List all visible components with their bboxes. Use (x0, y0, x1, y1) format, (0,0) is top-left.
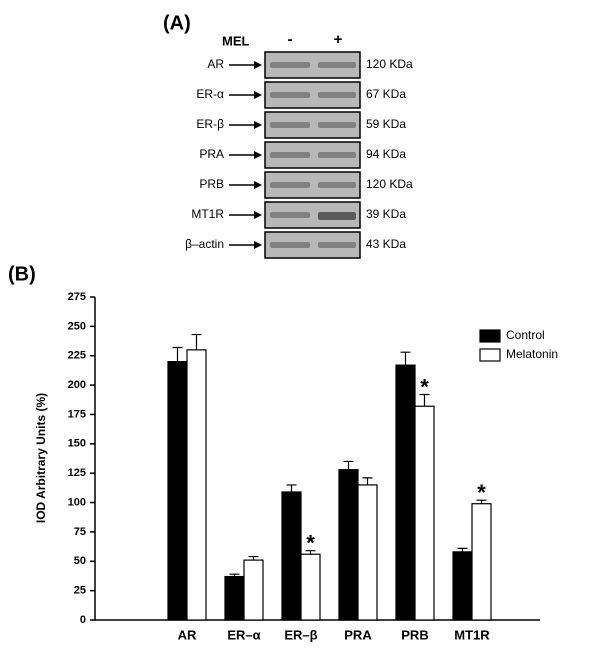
panel-label: (A) (163, 12, 191, 34)
arrow-head (254, 241, 262, 249)
legend-swatch (479, 329, 501, 343)
y-tick-label: 75 (74, 526, 86, 538)
y-axis-label: IOD Arbitrary Units (%) (34, 393, 48, 523)
treatment-label: MEL (222, 33, 250, 48)
band (270, 182, 310, 188)
protein-label: AR (207, 57, 224, 71)
bar (357, 484, 378, 621)
bar (471, 503, 492, 621)
size-label: 67 KDa (366, 87, 406, 101)
arrow-head (254, 61, 262, 69)
size-label: 94 KDa (366, 147, 406, 161)
size-label: 120 KDa (366, 57, 413, 71)
protein-label: PRB (199, 177, 224, 191)
band (318, 62, 356, 68)
x-tick-label: MT1R (454, 627, 490, 642)
protein-label: ER-β (196, 117, 224, 131)
error-bar (362, 477, 373, 485)
band (318, 92, 356, 98)
bar (395, 364, 416, 621)
size-label: 39 KDa (366, 207, 406, 221)
bar (452, 551, 473, 621)
band (270, 242, 310, 248)
bar (186, 349, 207, 621)
protein-label: PRA (199, 147, 224, 161)
size-label: 43 KDa (366, 237, 406, 251)
legend-label: Control (506, 328, 545, 342)
size-label: 59 KDa (366, 117, 406, 131)
y-tick-label: 50 (74, 555, 86, 567)
y-tick-label: 275 (68, 291, 86, 303)
y-tick-label: 125 (68, 467, 86, 479)
error-bar (191, 333, 202, 350)
x-tick-label: AR (178, 627, 197, 642)
legend-swatch (479, 348, 501, 362)
bar (281, 491, 302, 621)
band (270, 122, 310, 128)
x-tick-label: ER–β (284, 627, 317, 642)
x-tick-label: PRA (344, 627, 372, 642)
error-bar (400, 351, 411, 366)
y-tick-label: 0 (80, 614, 86, 626)
y-tick-label: 175 (68, 408, 86, 420)
bar (414, 405, 435, 621)
band (318, 122, 356, 128)
error-bar (343, 460, 354, 470)
arrow-head (254, 91, 262, 99)
bar (167, 361, 188, 621)
panel-label: (B) (8, 263, 36, 285)
band (270, 92, 310, 98)
protein-label: MT1R (191, 207, 224, 221)
band (270, 152, 310, 158)
protein-label: ER-α (196, 87, 224, 101)
band (318, 182, 356, 188)
legend-label: Melatonin (506, 347, 558, 361)
error-bar (419, 393, 430, 407)
y-tick-label: 250 (68, 320, 86, 332)
y-tick-label: 150 (68, 438, 86, 450)
lane-label: - (288, 31, 293, 48)
band (318, 242, 356, 248)
band (318, 152, 356, 158)
bar (300, 553, 321, 621)
arrow-head (254, 151, 262, 159)
y-tick-label: 225 (68, 350, 86, 362)
error-bar (286, 484, 297, 492)
band (270, 212, 310, 218)
y-tick-label: 25 (74, 585, 86, 597)
significance-mark: * (420, 374, 429, 399)
significance-mark: * (477, 480, 486, 505)
size-label: 120 KDa (366, 177, 413, 191)
bar (224, 575, 245, 621)
error-bar (172, 346, 183, 362)
y-tick-label: 100 (68, 496, 86, 508)
significance-mark: * (306, 531, 315, 556)
y-tick-label: 200 (68, 379, 86, 391)
bar (338, 469, 359, 621)
arrow-head (254, 121, 262, 129)
x-tick-label: PRB (401, 627, 428, 642)
protein-label: β–actin (185, 237, 224, 251)
bar (243, 559, 264, 621)
band (270, 62, 310, 68)
band (318, 212, 356, 220)
arrow-head (254, 211, 262, 219)
lane-label: + (334, 31, 343, 48)
x-tick-label: ER–α (227, 627, 260, 642)
arrow-head (254, 181, 262, 189)
